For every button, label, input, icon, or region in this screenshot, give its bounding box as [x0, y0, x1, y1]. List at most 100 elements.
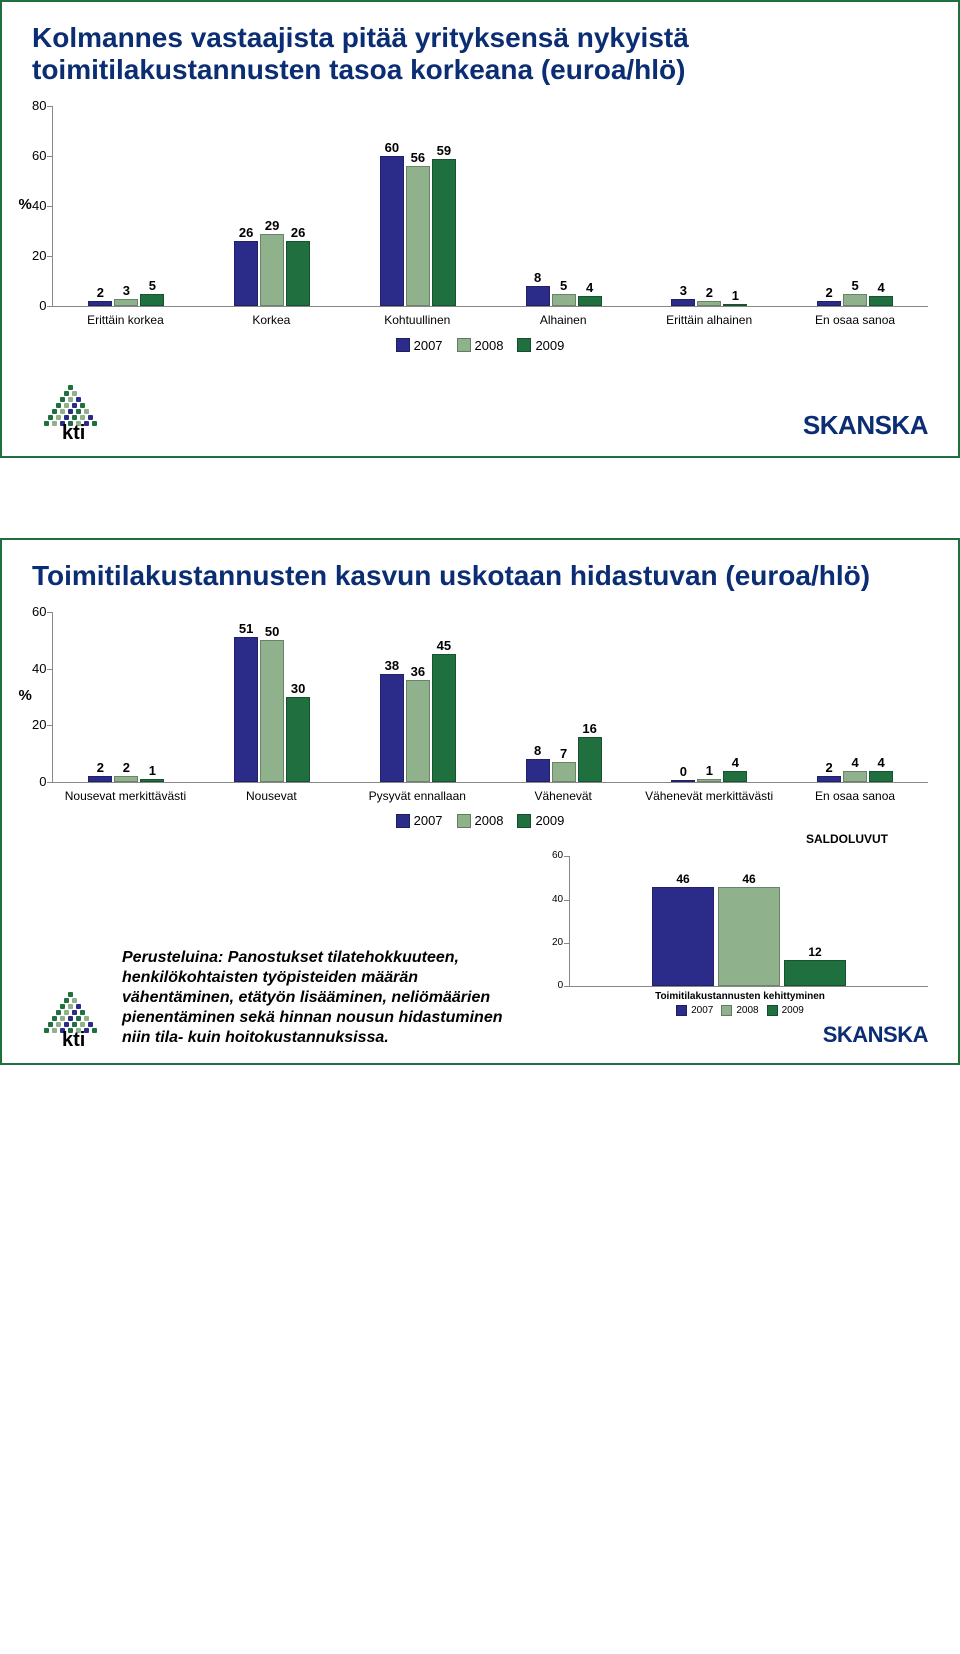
bar: 4: [578, 296, 602, 306]
saldo-label: SALDOLUVUT: [32, 832, 928, 846]
legend-label: 2007: [414, 813, 443, 828]
bar-group: 014: [636, 771, 782, 782]
bar-value-label: 16: [582, 721, 596, 736]
bar: 50: [260, 640, 284, 782]
bar-value-label: 4: [586, 280, 593, 295]
bar-value-label: 3: [680, 283, 687, 298]
bar-value-label: 46: [742, 872, 755, 886]
legend-swatch: [721, 1005, 732, 1016]
bar-group: 221: [53, 776, 199, 782]
bar-value-label: 4: [877, 755, 884, 770]
bar-value-label: 60: [385, 140, 399, 155]
bar: 36: [406, 680, 430, 782]
bar-group: 8716: [491, 737, 637, 782]
bar: 2: [697, 301, 721, 306]
bar-value-label: 1: [732, 288, 739, 303]
bar: 2: [88, 301, 112, 306]
legend-item: 2007: [676, 1005, 713, 1016]
bar-value-label: 36: [411, 664, 425, 679]
chart1-xlabels: Erittäin korkeaKorkeaKohtuullinenAlhaine…: [52, 313, 928, 327]
bar-group: 321: [636, 299, 782, 307]
bar-value-label: 29: [265, 218, 279, 233]
x-category-label: Vähenevät merkittävästi: [636, 789, 782, 803]
bar-value-label: 45: [437, 638, 451, 653]
bar-value-label: 30: [291, 681, 305, 696]
legend-item: 2009: [767, 1005, 804, 1016]
bar: 26: [286, 241, 310, 306]
legend-swatch: [396, 814, 410, 828]
bar: 46: [652, 887, 714, 987]
bar: 8: [526, 759, 550, 782]
bar: 12: [784, 960, 846, 986]
bar-group: 515030: [199, 637, 345, 782]
kti-text: kti: [62, 422, 85, 445]
chart1-legend: 200720082009: [32, 338, 928, 353]
bar-value-label: 51: [239, 621, 253, 636]
bar-group: 235: [53, 294, 199, 307]
bar-value-label: 38: [385, 658, 399, 673]
legend-label: 2009: [782, 1005, 804, 1016]
bar: 7: [552, 762, 576, 782]
bar: 4: [869, 296, 893, 306]
mini-yaxis: 0204060: [552, 856, 569, 986]
panel2-description: Perusteluina: Panostukset tilatehokkuute…: [122, 948, 522, 1048]
x-category-label: Erittäin alhainen: [636, 313, 782, 327]
bar-value-label: 7: [560, 746, 567, 761]
bar-value-label: 2: [825, 285, 832, 300]
legend-label: 2009: [535, 338, 564, 353]
bar: 4: [723, 771, 747, 782]
legend-swatch: [517, 338, 531, 352]
bar: 46: [718, 887, 780, 987]
bar-value-label: 2: [706, 285, 713, 300]
bar-group: 383645: [345, 654, 491, 782]
bar-value-label: 2: [97, 285, 104, 300]
bar-value-label: 8: [534, 270, 541, 285]
x-category-label: En osaa sanoa: [782, 789, 928, 803]
x-category-label: En osaa sanoa: [782, 313, 928, 327]
chart1-ylabel: %: [18, 196, 31, 213]
legend-swatch: [767, 1005, 778, 1016]
bar-value-label: 4: [877, 280, 884, 295]
legend-item: 2009: [517, 813, 564, 828]
bar: 0: [671, 780, 695, 782]
bar: 4: [843, 771, 867, 782]
panel-2: Toimitilakustannusten kasvun uskotaan hi…: [0, 538, 960, 1066]
x-category-label: Korkea: [198, 313, 344, 327]
mini-chart: 0204060 464612 Toimitilakustannusten keh…: [552, 856, 928, 1048]
chart2-xlabels: Nousevat merkittävästiNousevatPysyvät en…: [52, 789, 928, 803]
x-category-label: Alhainen: [490, 313, 636, 327]
panel-1: Kolmannes vastaajista pitää yrityksensä …: [0, 0, 960, 458]
panel1-title: Kolmannes vastaajista pitää yrityksensä …: [32, 22, 928, 86]
mini-title: Toimitilakustannusten kehittyminen: [552, 991, 928, 1002]
mini-legend: 200720082009: [552, 1005, 928, 1016]
legend-item: 2008: [457, 813, 504, 828]
bar: 4: [869, 771, 893, 782]
x-category-label: Pysyvät ennallaan: [344, 789, 490, 803]
bar-value-label: 2: [825, 760, 832, 775]
legend-label: 2007: [691, 1005, 713, 1016]
legend-label: 2009: [535, 813, 564, 828]
legend-label: 2008: [475, 813, 504, 828]
bar: 2: [114, 776, 138, 782]
bar: 1: [697, 779, 721, 782]
bar: 38: [380, 674, 404, 782]
bar-value-label: 26: [291, 225, 305, 240]
bar: 2: [817, 301, 841, 306]
legend-swatch: [457, 338, 471, 352]
bar-group: 605659: [345, 156, 491, 306]
x-category-label: Kohtuullinen: [344, 313, 490, 327]
chart2-yaxis: 0204060: [32, 612, 52, 782]
x-category-label: Vähenevät: [490, 789, 636, 803]
bar-value-label: 8: [534, 743, 541, 758]
bar: 2: [817, 776, 841, 782]
bar-value-label: 56: [411, 150, 425, 165]
bar: 5: [843, 294, 867, 307]
bar-value-label: 4: [732, 755, 739, 770]
chart-2: 0204060 % 2215150303836458716014244 Nous…: [32, 612, 928, 846]
panel1-logos: kti SKANSKA: [32, 383, 928, 441]
legend-swatch: [676, 1005, 687, 1016]
kti-logo: kti: [32, 990, 110, 1048]
bar: 45: [432, 654, 456, 782]
kti-text: kti: [62, 1029, 85, 1052]
bar: 5: [140, 294, 164, 307]
